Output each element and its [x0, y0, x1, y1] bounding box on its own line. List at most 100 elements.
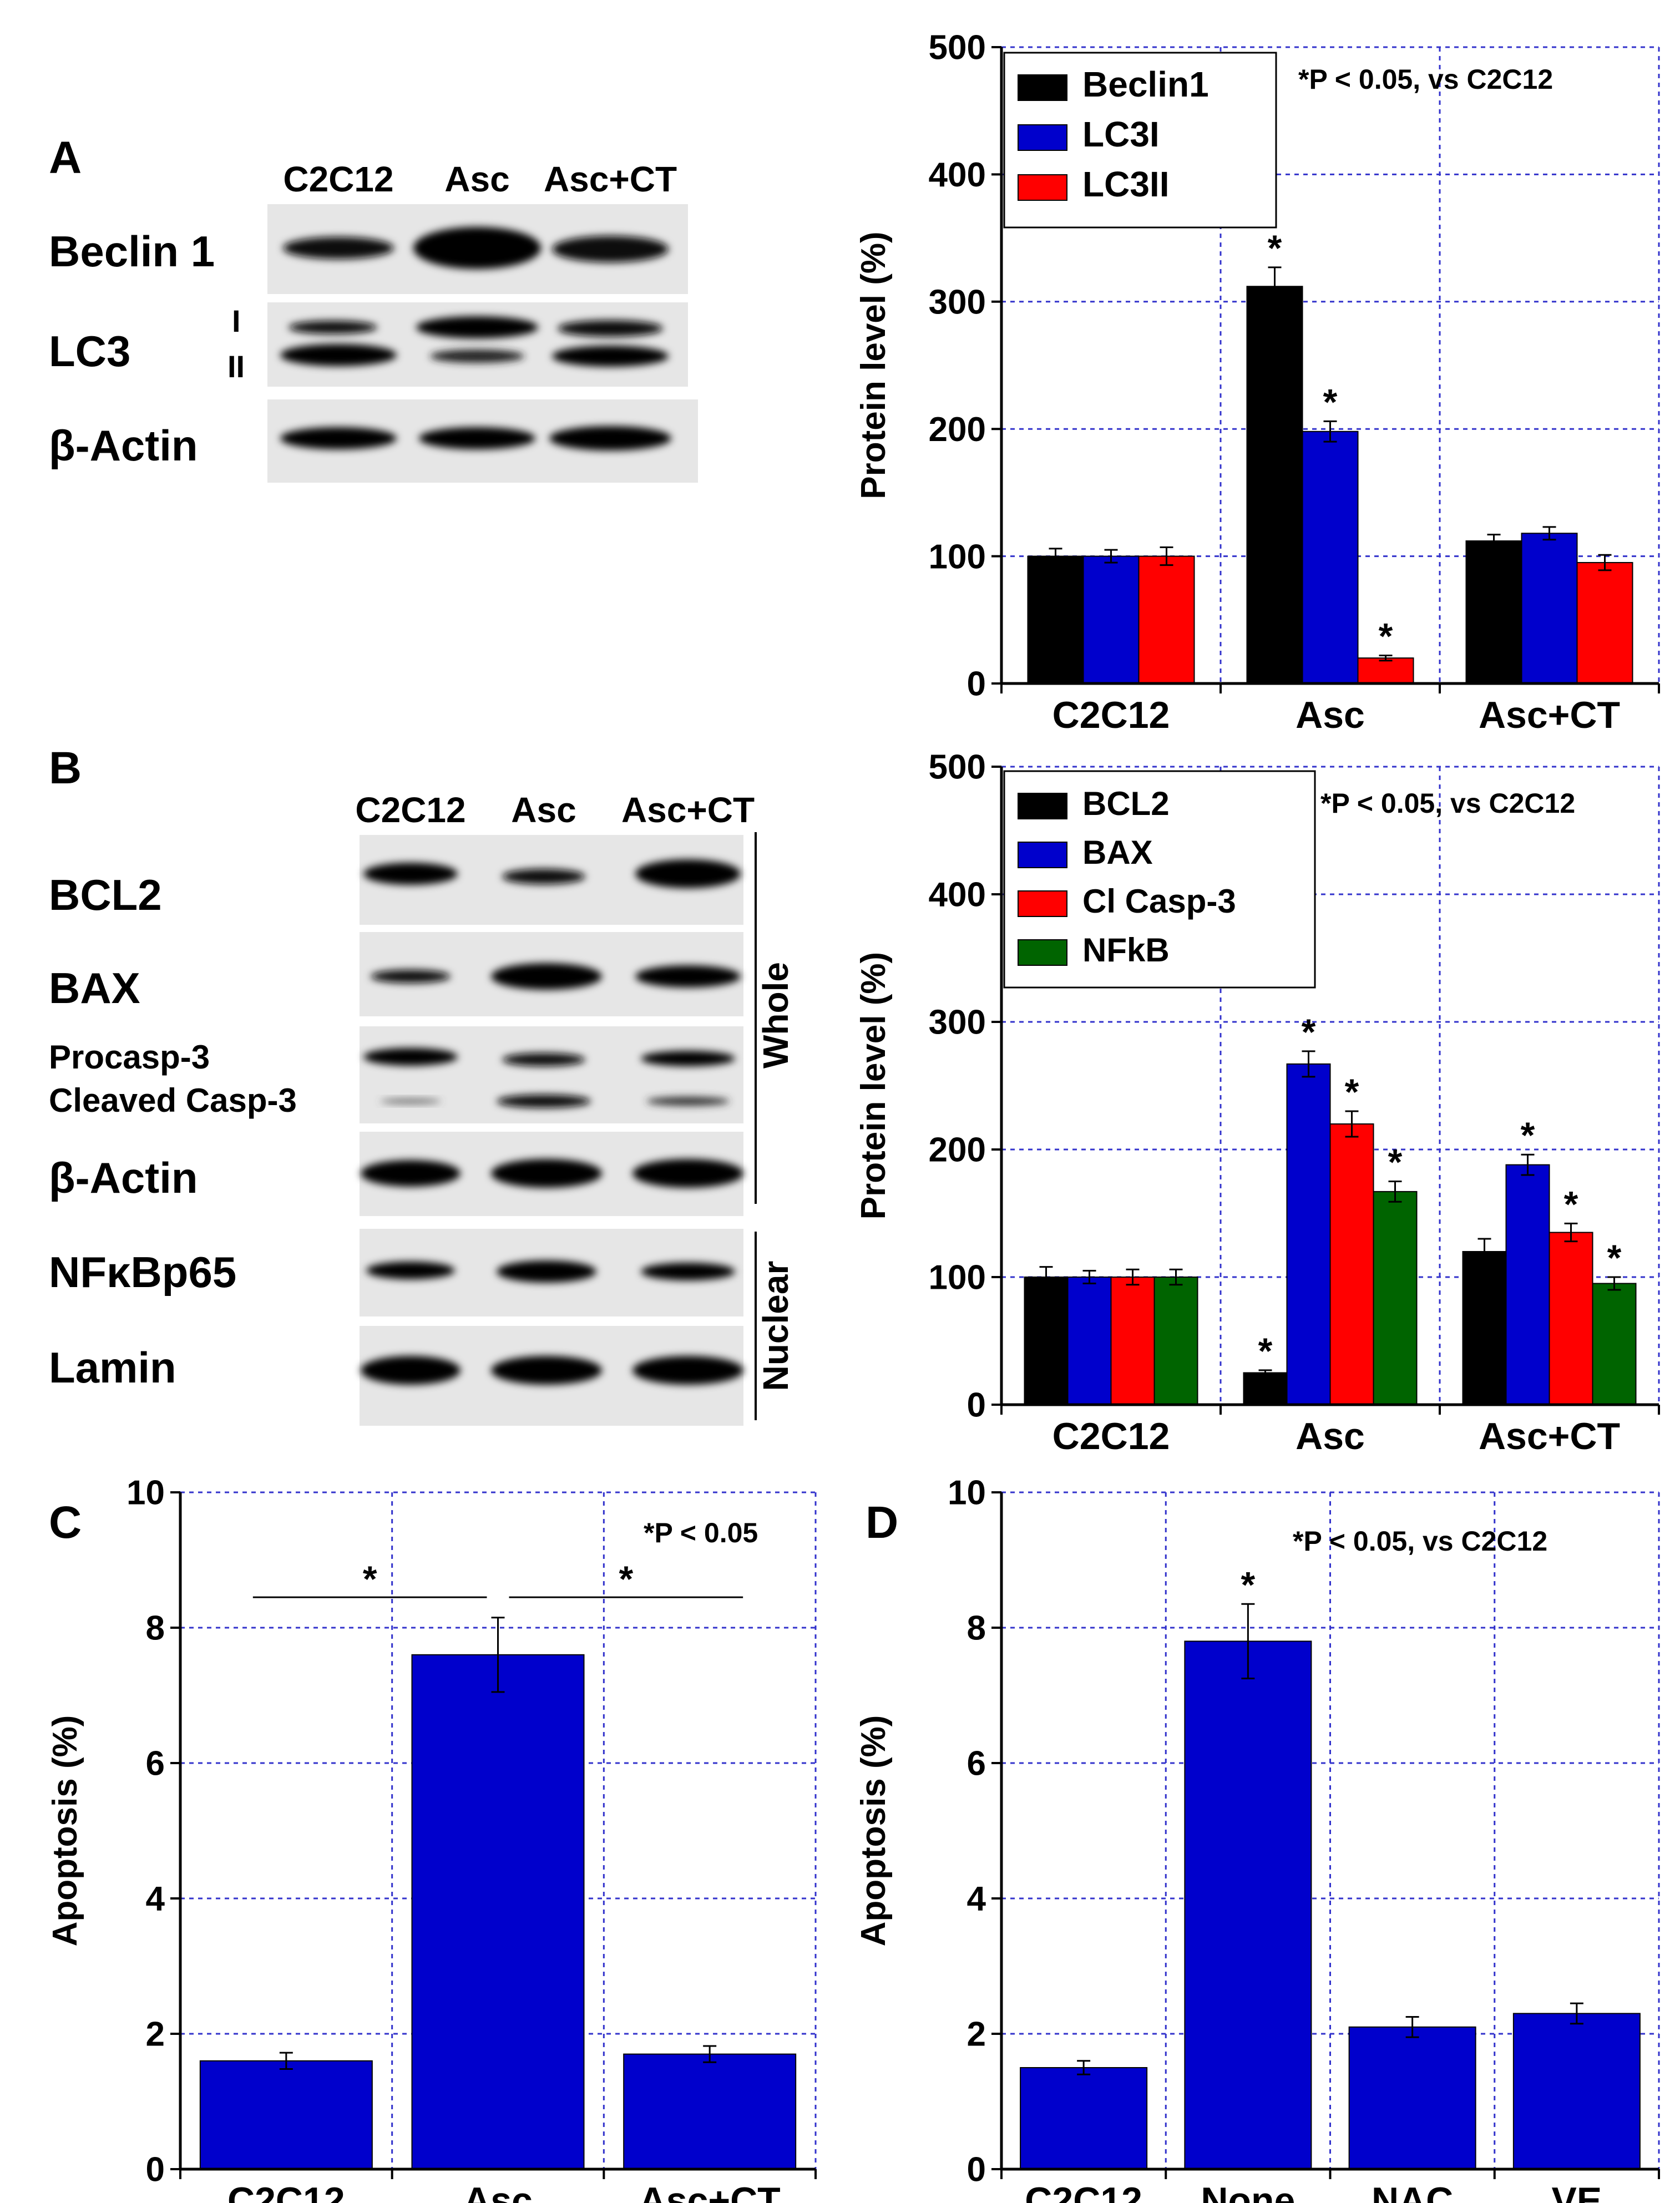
y-tick-label: 0 [967, 665, 986, 703]
x-tick-label: C2C12 [1052, 694, 1170, 736]
band-lc3i-asc-ct [558, 320, 663, 337]
legend-swatch [1018, 174, 1067, 201]
x-tick-label: Asc [463, 2180, 533, 2203]
band-beclin1-asc-ct [552, 236, 669, 262]
bar-cl-casp-3-asc-ct [1549, 1232, 1593, 1405]
y-tick-label: 6 [146, 1745, 165, 1783]
legend-swatch [1018, 890, 1067, 917]
y-tick-label: 10 [948, 1474, 986, 1512]
x-tick-label: Asc+CT [1479, 1415, 1620, 1457]
y-axis-label: Protein level (%) [854, 231, 893, 499]
chart-d: C2C12 * None NAC VE 0 2 4 6 8 10 Apoptosis (%) *P < … [854, 1474, 1660, 2203]
legend-label: Cl Casp-3 [1082, 883, 1236, 920]
legend-label: LC3II [1082, 164, 1169, 204]
significance-note: *P < 0.05, vs C2C12 [1320, 788, 1575, 819]
significance-note: *P < 0.05 [644, 1517, 758, 1548]
significance-star: * [1258, 1330, 1273, 1371]
y-tick-label: 100 [929, 538, 986, 576]
x-tick-label: C2C12 [1025, 2180, 1142, 2203]
bar-lc3i-c2c12 [1082, 555, 1140, 684]
bar-apoptosis-asc-ct [623, 2053, 797, 2170]
significance-star: * [1268, 227, 1282, 269]
y-tick-label: 0 [967, 1386, 986, 1425]
blot-b-strip-casp3 [360, 1026, 743, 1123]
significance-note: *P < 0.05, vs C2C12 [1293, 1526, 1547, 1557]
x-tick-label: None [1201, 2180, 1295, 2203]
legend-label: BAX [1082, 834, 1153, 871]
x-tick-label: C2C12 [227, 2180, 345, 2203]
blot-b-row-nfkbp65: NFκBp65 [49, 1248, 236, 1297]
significance-star: * [1388, 1142, 1403, 1183]
panel-label-a: A [49, 133, 82, 183]
x-tick-label: Asc+CT [639, 2180, 781, 2203]
y-tick-label: 4 [146, 1880, 165, 1918]
legend-label: BCL2 [1082, 785, 1170, 822]
legend-label: NFkB [1082, 931, 1170, 969]
blot-b-lane-asc-ct: Asc+CT [621, 790, 755, 830]
y-tick-label: 8 [146, 1609, 165, 1648]
bar-beclin1-asc-ct [1465, 540, 1522, 685]
band-bcl2-asc [502, 869, 585, 884]
significance-star: * [1564, 1183, 1578, 1224]
blot-b-row-cleaved-casp3: Cleaved Casp-3 [49, 1082, 297, 1119]
bar-apoptosis-asc [411, 1654, 585, 2170]
band-actin-a-asc [419, 427, 535, 449]
legend-label: Beclin1 [1082, 64, 1209, 104]
chart-c: C2C12 Asc Asc+CT 0 2 4 6 8 10 Apoptosis (%) *P < 0… [46, 1474, 817, 2203]
y-tick-label: 500 [929, 748, 986, 787]
significance-star: * [1607, 1237, 1622, 1278]
bar-bax-asc [1286, 1063, 1331, 1405]
bar-bcl2-c2c12 [1024, 1277, 1069, 1405]
y-tick-label: 500 [929, 29, 986, 67]
significance-note: *P < 0.05, vs C2C12 [1298, 64, 1553, 95]
band-lc3i-c2c12 [289, 321, 377, 334]
blot-a-lc3-band-i: I [232, 303, 241, 338]
band-beclin1-asc [413, 227, 541, 269]
significance-star: * [363, 1558, 377, 1599]
bar-apoptosis-c2c12 [1020, 2067, 1148, 2170]
band-lamin-c2c12 [361, 1356, 461, 1385]
y-tick-label: 0 [967, 2151, 986, 2189]
blot-a-lane-asc-ct: Asc+CT [544, 159, 677, 199]
band-beclin1-c2c12 [283, 237, 394, 259]
band-cleaved-casp3-c2c12 [380, 1099, 441, 1103]
blot-b-lane-c2c12: C2C12 [355, 790, 465, 830]
y-axis-label: Protein level (%) [854, 952, 893, 1219]
chart-b: C2C12 * * * * Asc * * * Asc+CT 0 100 200 300 400 500 Pro… [854, 748, 1660, 1457]
legend-label: LC3I [1082, 114, 1160, 154]
band-bcl2-c2c12 [363, 863, 458, 885]
band-bcl2-asc-ct [635, 859, 741, 888]
band-lc3i-asc [416, 316, 538, 338]
legend-swatch [1018, 793, 1067, 819]
y-axis-label: Apoptosis (%) [854, 1715, 893, 1947]
label-whole: Whole [756, 962, 796, 1068]
x-tick-label: Asc [1296, 694, 1365, 736]
bar-apoptosis-none [1184, 1640, 1312, 2170]
blot-a-lc3-band-ii: II [227, 349, 245, 384]
significance-star: * [619, 1558, 633, 1599]
bar-nfkb-c2c12 [1153, 1277, 1198, 1405]
bar-cl-casp-3-asc [1329, 1123, 1374, 1405]
y-axis-label: Apoptosis (%) [46, 1715, 84, 1947]
bar-apoptosis-c2c12 [199, 2060, 373, 2170]
band-lc3ii-c2c12 [280, 344, 397, 366]
band-bax-asc [491, 963, 602, 990]
blot-a-lane-asc: Asc [444, 159, 509, 199]
y-tick-label: 4 [967, 1880, 986, 1918]
y-tick-label: 8 [967, 1609, 986, 1648]
band-procasp3-asc [502, 1053, 585, 1066]
blot-b-row-bax: BAX [49, 964, 140, 1012]
panel-label-c: C [49, 1497, 82, 1548]
legend-swatch [1018, 124, 1067, 151]
blot-b-row-actin: β-Actin [49, 1153, 198, 1202]
blot-a: A C2C12 Asc Asc+CT Beclin 1 LC3 I II β-A… [49, 133, 698, 483]
bar-nfkb-asc [1373, 1191, 1418, 1405]
bar-lc3ii-c2c12 [1138, 555, 1195, 684]
bar-bax-asc-ct [1505, 1164, 1550, 1406]
blot-a-lane-c2c12: C2C12 [283, 159, 393, 199]
band-lamin-asc [491, 1356, 602, 1385]
legend-swatch [1018, 74, 1067, 101]
bar-lc3ii-asc-ct [1576, 562, 1633, 684]
panel-label-b: B [49, 743, 82, 793]
blot-b-row-procasp3: Procasp-3 [49, 1039, 210, 1076]
